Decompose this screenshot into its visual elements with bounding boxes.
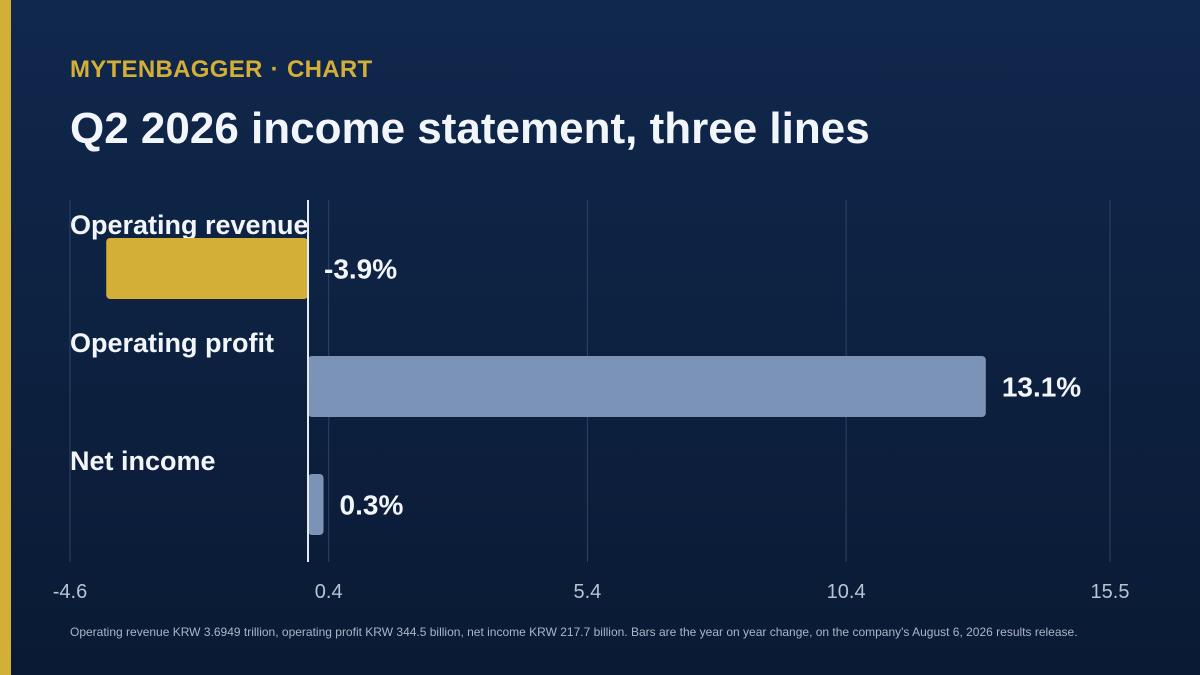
x-tick-label: 15.5 [1091,581,1130,603]
section-label: CHART [286,56,373,83]
bar [106,238,309,299]
category-label: Net income [70,446,216,476]
bar [308,356,986,417]
x-tick-label: 10.4 [827,581,866,603]
x-tick-label: 0.4 [315,581,343,603]
x-tick-label: 5.4 [574,581,602,603]
chart-title: Q2 2026 income statement, three lines [70,104,870,153]
category-label: Operating revenue [70,210,309,240]
value-label: 0.3% [340,490,404,521]
category-label: Operating profit [70,328,274,358]
value-label: 13.1% [1002,372,1081,403]
accent-stripe [0,0,11,675]
eyebrow: MYTENBAGGER · CHART [70,56,372,84]
value-label: -3.9% [324,254,397,285]
brand-label: MYTENBAGGER [70,56,263,83]
x-tick-label: -4.6 [53,581,87,603]
separator-dot: · [270,56,279,83]
bar [308,474,324,535]
footnote: Operating revenue KRW 3.6949 trillion, o… [70,625,1078,639]
